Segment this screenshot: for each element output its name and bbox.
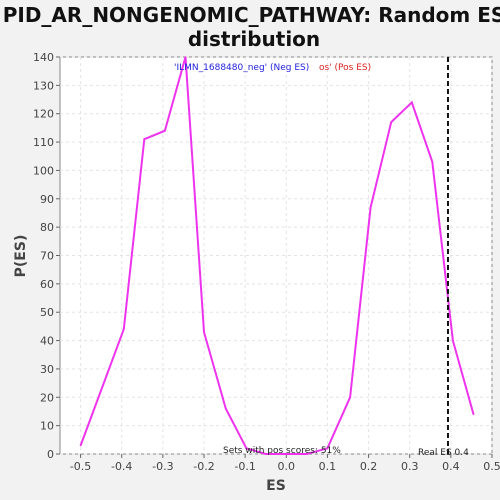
y-tick-label: 70 [40,250,54,263]
x-tick-label: 0.1 [319,460,337,473]
series-point [164,129,166,132]
series-point [369,206,372,209]
series-point [390,121,393,124]
series-point [122,328,125,331]
x-tick-label: -0.2 [193,460,214,473]
y-tick-label: 0 [47,448,54,461]
y-tick-label: 90 [40,193,54,206]
series-point [264,453,267,455]
x-tick-label: -0.1 [234,460,255,473]
y-tick-label: 130 [33,79,54,92]
series-point [349,396,351,399]
y-tick-label: 40 [40,335,54,348]
x-tick-label: -0.3 [152,460,173,473]
series-point [184,56,187,58]
y-tick-label: 80 [40,221,54,234]
legend: 'ILMN_1688480_neg' (Neg ES) os' (Pos ES) [174,63,371,73]
x-axis-label: ES [266,478,286,494]
y-tick-label: 30 [40,363,54,376]
legend-neg-es: 'ILMN_1688480_neg' (Neg ES) [174,63,309,73]
y-tick-label: 60 [40,278,54,291]
y-tick-label: 100 [33,164,54,177]
x-tick-label: -0.4 [111,460,132,473]
y-tick-label: 120 [33,108,54,121]
y-tick-label: 10 [40,420,54,433]
x-tick-label: -0.5 [70,460,91,473]
series-point [326,447,329,450]
y-tick-label: 20 [40,391,54,404]
series-point [203,331,205,333]
grid-layer [60,56,493,455]
sets-pos-scores-annotation: Sets with pos scores: 51% [223,446,341,456]
y-axis-label: P(ES) [13,235,29,278]
series-point [452,339,454,342]
series-point [306,453,308,455]
x-tick-label: 0.2 [360,460,378,473]
series-point [79,444,82,447]
chart-title-line2: distribution [188,27,320,51]
series-point [143,138,146,141]
series-point [410,101,413,104]
y-tick-label: 140 [33,51,54,64]
x-tick-label: 0.5 [483,460,500,473]
series-layer [79,56,475,455]
y-tick-label: 50 [40,306,54,319]
series-point [285,453,288,455]
series-point [225,407,227,410]
series-point [245,447,248,450]
real-es-annotation: Real ES 0.4 [418,448,469,458]
tick-layer: -0.5 -0.4 -0.3 -0.2 -0.1 0.0 0.1 0.2 0.3 0.4 0.5 0 1… [33,51,500,473]
x-tick-label: 0.3 [401,460,419,473]
series-point [472,413,475,416]
x-tick-label: 0.4 [442,460,460,473]
y-tick-label: 110 [33,136,54,149]
series-point [431,161,434,163]
legend-pos-es: os' (Pos ES) [319,63,371,73]
chart-title-line1: PID_AR_NONGENOMIC_PATHWAY: Random ES [3,3,500,27]
x-tick-label: 0.0 [278,460,296,473]
